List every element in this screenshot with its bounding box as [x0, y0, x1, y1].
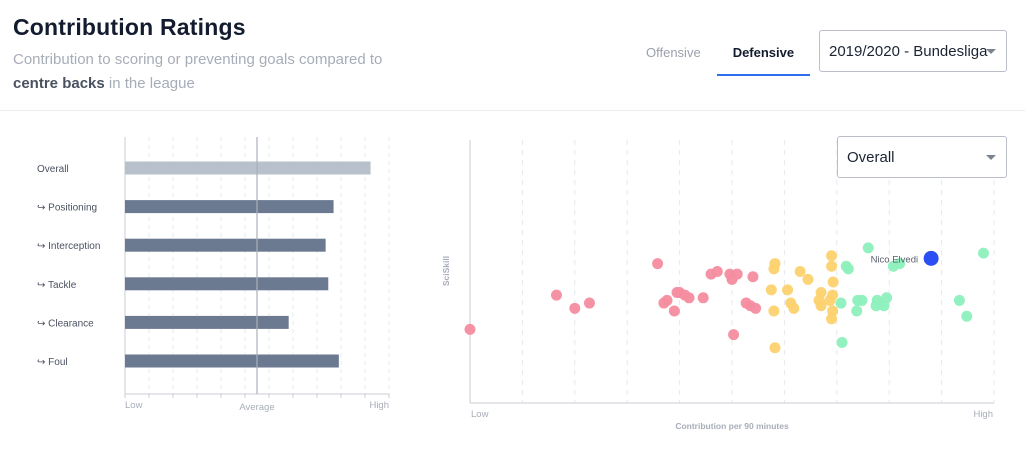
- scatter-point: [826, 260, 838, 272]
- chevron-down-icon: [986, 155, 996, 160]
- bar-category-label: ↪ Clearance: [37, 318, 94, 329]
- subtitle-suffix: in the league: [108, 75, 195, 92]
- scatter-point: [815, 300, 827, 312]
- scatter-point: [824, 294, 836, 306]
- bar-category-label: ↪ Positioning: [37, 203, 97, 214]
- bar-axis-low-label: Low: [125, 400, 143, 411]
- page-subtitle: Contribution to scoring or preventing go…: [13, 48, 413, 96]
- scatter-point: [827, 276, 839, 288]
- scatter-mode-value: Overall: [847, 148, 895, 166]
- bar-subrating: [125, 238, 326, 252]
- header-divider: [0, 110, 1025, 111]
- scatter-point: [862, 242, 874, 254]
- scatter-point: [750, 302, 762, 314]
- scatter-point: [835, 297, 847, 309]
- bar-subrating: [125, 200, 334, 214]
- scatter-point: [881, 292, 893, 304]
- scatter-mode-select[interactable]: Overall: [837, 136, 1007, 178]
- highlight-player-point: [923, 250, 939, 266]
- bar-axis-high-label: High: [369, 400, 389, 411]
- highlight-player-label: Nico Elvedi: [871, 254, 919, 265]
- season-select[interactable]: 2019/2020 - Bundesliga: [819, 30, 1007, 72]
- scatter-point: [731, 268, 743, 280]
- scatter-point: [583, 297, 595, 309]
- chevron-down-icon: [986, 49, 996, 54]
- bar-category-label: ↪ Tackle: [37, 280, 77, 291]
- scatter-point: [978, 247, 990, 259]
- bar-category-label: ↪ Foul: [37, 357, 68, 368]
- bar-subrating: [125, 315, 289, 329]
- scatter-point: [668, 305, 680, 317]
- bar-category-label: Overall: [37, 164, 69, 175]
- bar-overall: [125, 161, 371, 175]
- scatter-point: [697, 292, 709, 304]
- scatter-point: [550, 289, 562, 301]
- scatter-point: [569, 302, 581, 314]
- scatter-point: [782, 284, 794, 296]
- scatter-point: [683, 292, 695, 304]
- bar-subrating: [125, 354, 339, 368]
- bar-category-label: ↪ Interception: [37, 241, 100, 252]
- scatter-point: [870, 300, 882, 312]
- page-title: Contribution Ratings: [13, 14, 246, 40]
- scatter-point: [728, 329, 740, 341]
- scatter-point: [802, 273, 814, 285]
- scatter-point: [961, 310, 973, 322]
- scatter-point: [661, 294, 673, 306]
- scatter-point: [788, 302, 800, 314]
- scatter-x-axis-label: Contribution per 90 minutes: [675, 421, 789, 431]
- scatter-point: [794, 266, 806, 277]
- scatter-point: [747, 271, 759, 283]
- scatter-point: [836, 337, 848, 349]
- tab-defensive[interactable]: Defensive: [716, 38, 811, 76]
- scatter-point: [765, 284, 777, 296]
- subtitle-prefix: Contribution to scoring or preventing go…: [13, 51, 383, 68]
- subtitle-bold: centre backs: [13, 75, 105, 92]
- scatter-point: [894, 258, 906, 270]
- scatter-point: [769, 342, 781, 354]
- scatter-x-low-label: Low: [471, 409, 489, 420]
- bar-subrating: [125, 277, 329, 291]
- scatter-point: [464, 323, 476, 335]
- scatter-point: [768, 305, 780, 317]
- scatter-point: [652, 258, 664, 270]
- scatter-x-high-label: High: [973, 409, 993, 420]
- scatter-y-axis-label: SciSkill: [441, 256, 451, 286]
- scatter-point: [826, 313, 838, 325]
- scatter-point: [856, 294, 868, 306]
- scatter-point: [711, 266, 723, 277]
- season-select-value: 2019/2020 - Bundesliga: [829, 42, 988, 60]
- scatter-point: [851, 305, 863, 317]
- scatter-point: [769, 258, 781, 270]
- scatter-point: [815, 287, 827, 299]
- scatter-point: [842, 263, 854, 275]
- tab-offensive[interactable]: Offensive: [646, 45, 701, 60]
- rating-tabs: Offensive Defensive: [630, 38, 811, 76]
- bar-axis-average-label: Average: [239, 402, 274, 413]
- scatter-point: [953, 294, 965, 306]
- scatter-point: [826, 250, 838, 262]
